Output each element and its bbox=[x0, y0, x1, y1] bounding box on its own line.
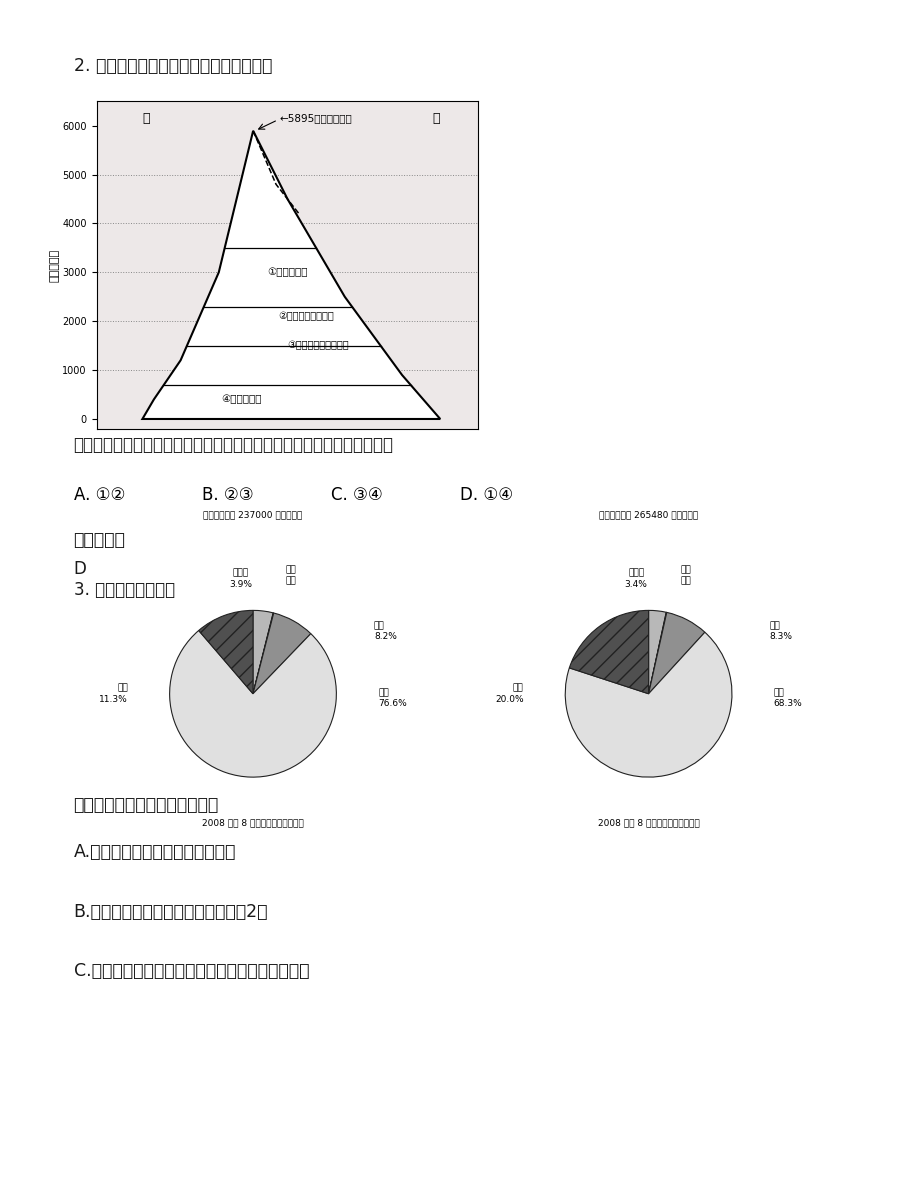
Text: C.　我国西气东输工程的气源地主要是西藏和新疆: C. 我国西气东输工程的气源地主要是西藏和新疆 bbox=[74, 962, 309, 980]
Wedge shape bbox=[648, 610, 665, 693]
Text: 风电
8.2%: 风电 8.2% bbox=[373, 622, 396, 641]
Title: 能源生产总量 237000 万吨标准煤: 能源生产总量 237000 万吨标准煤 bbox=[203, 510, 302, 519]
Text: A. ①②: A. ①② bbox=[74, 486, 125, 504]
Text: 北: 北 bbox=[142, 112, 150, 125]
Text: 天燃气
3.9%: 天燃气 3.9% bbox=[229, 568, 252, 588]
Text: 水电
核电: 水电 核电 bbox=[285, 566, 296, 586]
Text: ←5895乞力马扎罗山: ←5895乞力马扎罗山 bbox=[279, 113, 352, 124]
Text: B. ②③: B. ②③ bbox=[202, 486, 254, 504]
Text: 原油
20.0%: 原油 20.0% bbox=[494, 684, 523, 704]
Text: 南: 南 bbox=[432, 112, 439, 125]
Text: 煤炭
76.6%: 煤炭 76.6% bbox=[378, 688, 406, 707]
Wedge shape bbox=[199, 610, 253, 693]
Text: 天燃气
3.4%: 天燃气 3.4% bbox=[624, 568, 647, 588]
Text: C. ③④: C. ③④ bbox=[331, 486, 382, 504]
Wedge shape bbox=[648, 612, 666, 693]
Wedge shape bbox=[648, 612, 704, 693]
Title: 能源消费总量 265480 万吨标准煤: 能源消费总量 265480 万吨标准煤 bbox=[598, 510, 698, 519]
Text: 风电
8.3%: 风电 8.3% bbox=[768, 622, 791, 641]
Text: 2. 下图为某山地自然带分布图，读图回答: 2. 下图为某山地自然带分布图，读图回答 bbox=[74, 57, 272, 75]
Text: A.　我国能源生产与消费基本持平: A. 我国能源生产与消费基本持平 bbox=[74, 843, 235, 861]
Text: D. ①④: D. ①④ bbox=[460, 486, 513, 504]
Y-axis label: 海拔（米）: 海拔（米） bbox=[50, 249, 60, 281]
Wedge shape bbox=[253, 610, 273, 693]
Text: 水电
核电: 水电 核电 bbox=[680, 566, 691, 586]
Text: ①寒带冰原带: ①寒带冰原带 bbox=[267, 267, 308, 278]
Text: 原油
11.3%: 原油 11.3% bbox=[99, 684, 128, 704]
Text: D: D bbox=[74, 560, 86, 578]
Text: 3. 读下图，回答问题: 3. 读下图，回答问题 bbox=[74, 581, 175, 599]
Text: 关于图中内容的叙述，正确的是: 关于图中内容的叙述，正确的是 bbox=[74, 796, 219, 813]
Wedge shape bbox=[564, 632, 732, 777]
Text: 参考答案：: 参考答案： bbox=[74, 531, 125, 549]
Wedge shape bbox=[169, 630, 336, 778]
Text: 2008 年前 8 个月我国能源消费构成: 2008 年前 8 个月我国能源消费构成 bbox=[597, 819, 698, 828]
Text: ②温带落叶阔叶林带: ②温带落叶阔叶林带 bbox=[278, 311, 335, 322]
Polygon shape bbox=[142, 131, 440, 419]
Text: 按照大陆纬度地带与垂直地带的关系，图中两个自然带名称明显错误的是: 按照大陆纬度地带与垂直地带的关系，图中两个自然带名称明显错误的是 bbox=[74, 436, 393, 454]
Wedge shape bbox=[569, 610, 648, 693]
Text: ④热带雨林带: ④热带雨林带 bbox=[221, 394, 262, 405]
Wedge shape bbox=[253, 613, 311, 693]
Text: B.　我国石油消费量大约是生产量的2倍: B. 我国石油消费量大约是生产量的2倍 bbox=[74, 903, 267, 921]
Text: 煤炭
68.3%: 煤炭 68.3% bbox=[773, 688, 801, 707]
Text: 2008 年前 8 个月我国能源生产构成: 2008 年前 8 个月我国能源生产构成 bbox=[202, 819, 303, 828]
Text: ③亚热带常绿阔叶林带: ③亚热带常绿阔叶林带 bbox=[287, 341, 348, 350]
Wedge shape bbox=[253, 613, 274, 693]
